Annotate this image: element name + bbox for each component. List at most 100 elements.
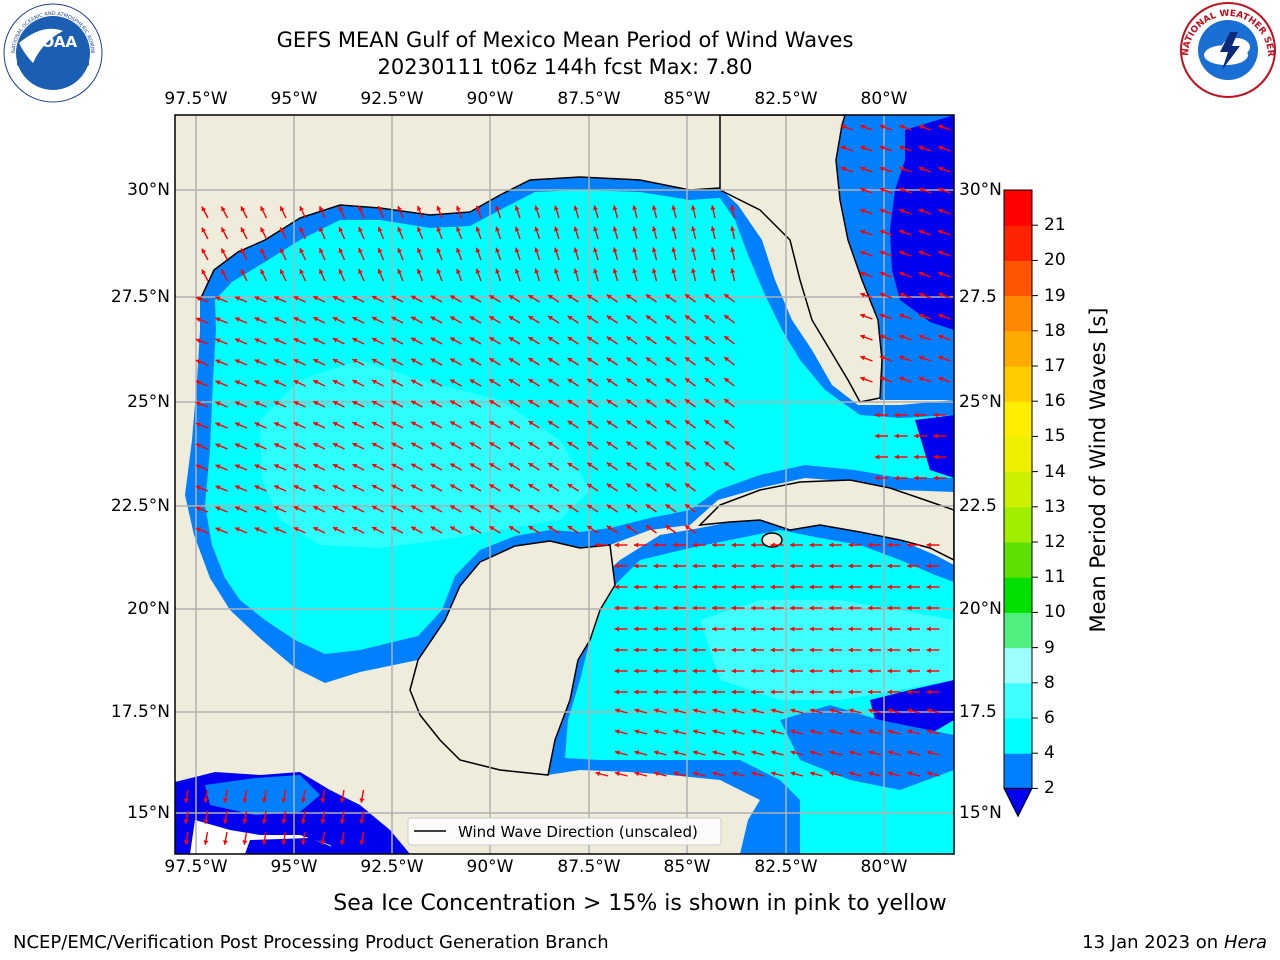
wave-direction-arrowhead [875,475,880,481]
wave-direction-arrowhead [195,359,201,365]
wave-direction-arrowhead [751,708,757,714]
wave-direction-arrowhead [215,359,221,365]
wave-direction-arrowhead [899,292,905,298]
lon-tick-bottom: 97.5°W [164,857,228,877]
wave-direction-arrowhead [254,296,260,301]
wave-direction-arrowhead [489,526,495,531]
wave-direction-arrowhead [731,626,736,632]
colorbar-tick-label: 14 [1044,461,1066,482]
wave-direction-arrowhead [887,771,893,777]
wave-direction-arrowhead [301,798,306,803]
wave-direction-arrowhead [411,379,417,385]
colorbar-segment [1004,506,1032,543]
wave-direction-arrowhead [626,420,632,426]
wave-direction-arrowhead [587,525,593,531]
wave-direction-arrowhead [371,421,377,427]
wave-direction-arrowhead [260,227,265,233]
wave-direction-arrowhead [235,527,240,532]
wave-direction-arrowhead [860,334,866,340]
wave-direction-arrowhead [450,463,456,468]
wave-direction-arrowhead [430,463,436,469]
wave-direction-arrowhead [274,443,280,448]
wave-direction-arrowhead [938,292,944,298]
wave-direction-arrowhead [548,379,554,384]
wave-direction-arrowhead [918,208,924,214]
wave-direction-arrowhead [809,542,814,548]
wave-direction-arrowhead [691,247,696,253]
wave-direction-arrowhead [685,336,691,341]
wave-direction-arrowhead [332,526,338,532]
wave-direction-arrowhead [274,527,280,532]
colorbar [1003,189,1038,818]
wave-direction-arrowhead [260,248,265,254]
colorbar-segment [1004,260,1032,297]
colorbar-segment [1004,366,1032,402]
wave-direction-arrowhead [809,689,814,695]
wave-direction-arrowhead [887,605,892,611]
colorbar-segment [1004,436,1032,473]
wave-direction-arrowhead [313,380,319,385]
wave-direction-arrowhead [626,504,632,510]
wave-direction-arrowhead [553,247,559,253]
wave-direction-arrowhead [634,647,639,653]
wave-direction-arrowhead [411,505,417,511]
wave-direction-arrowhead [469,379,475,384]
wave-direction-arrowhead [319,227,324,233]
lon-tick-bottom: 85°W [663,857,711,877]
wave-direction-arrowhead [274,380,280,385]
wave-direction-arrowhead [868,563,873,569]
straits-deep [915,415,954,478]
wave-direction-arrowhead [731,689,736,695]
wave-direction-arrowhead [528,295,534,300]
wave-direction-arrowhead [840,124,846,130]
wave-direction-arrowhead [829,729,835,735]
wave-direction-arrowhead [829,584,834,590]
wave-direction-arrowhead [848,771,854,777]
wave-direction-arrowhead [614,542,619,548]
wave-direction-arrowhead [606,420,612,426]
wave-direction-arrowhead [860,166,866,172]
wave-direction-arrowhead [534,268,540,274]
wave-direction-arrowhead [242,840,248,845]
wave-direction-arrowhead [868,542,873,548]
wave-direction-arrowhead [469,400,475,405]
wave-direction-arrowhead [731,584,736,590]
wave-direction-arrowhead [587,399,593,405]
wave-direction-arrowhead [704,294,710,299]
wave-direction-arrowhead [894,475,899,481]
wave-direction-arrowhead [430,526,436,532]
florida-land [719,115,883,403]
lon-tick-bottom: 90°W [466,857,514,877]
wave-direction-arrowhead [879,376,885,382]
wave-direction-arrowhead [313,485,319,490]
wave-direction-arrowhead [645,336,651,342]
wave-direction-arrowhead [475,205,481,211]
wave-direction-arrowhead [645,378,651,384]
wave-direction-arrowhead [751,626,756,632]
wave-direction-arrowhead [279,269,285,275]
wave-direction-arrowhead [359,819,365,824]
wave-direction-arrowhead [860,376,866,382]
wave-direction-arrowhead [553,205,559,211]
wave-direction-arrowhead [215,317,221,323]
lat-tick-left: 22.5°N [110,496,170,516]
wave-direction-arrowhead [653,647,658,653]
wave-direction-arrowhead [879,334,885,340]
wave-direction-arrowhead [495,205,500,211]
wave-direction-arrowhead [914,433,919,439]
wave-direction-arrowhead [685,504,691,509]
wave-direction-arrowhead [338,206,344,212]
wave-direction-arrowhead [692,689,697,695]
wave-direction-arrowhead [704,399,710,404]
wave-direction-arrowhead [456,247,461,253]
colorbar-segment [1004,682,1032,719]
wave-direction-arrowhead [221,206,226,212]
wave-direction-arrowhead [665,336,671,341]
wave-direction-arrowhead [751,689,756,695]
wave-direction-arrowhead [926,689,931,695]
wave-direction-arrowhead [215,506,221,512]
wave-direction-arrowhead [223,819,228,824]
wave-direction-arrowhead [848,563,853,569]
wave-direction-arrowhead [612,226,618,232]
wave-direction-arrowhead [790,771,796,777]
